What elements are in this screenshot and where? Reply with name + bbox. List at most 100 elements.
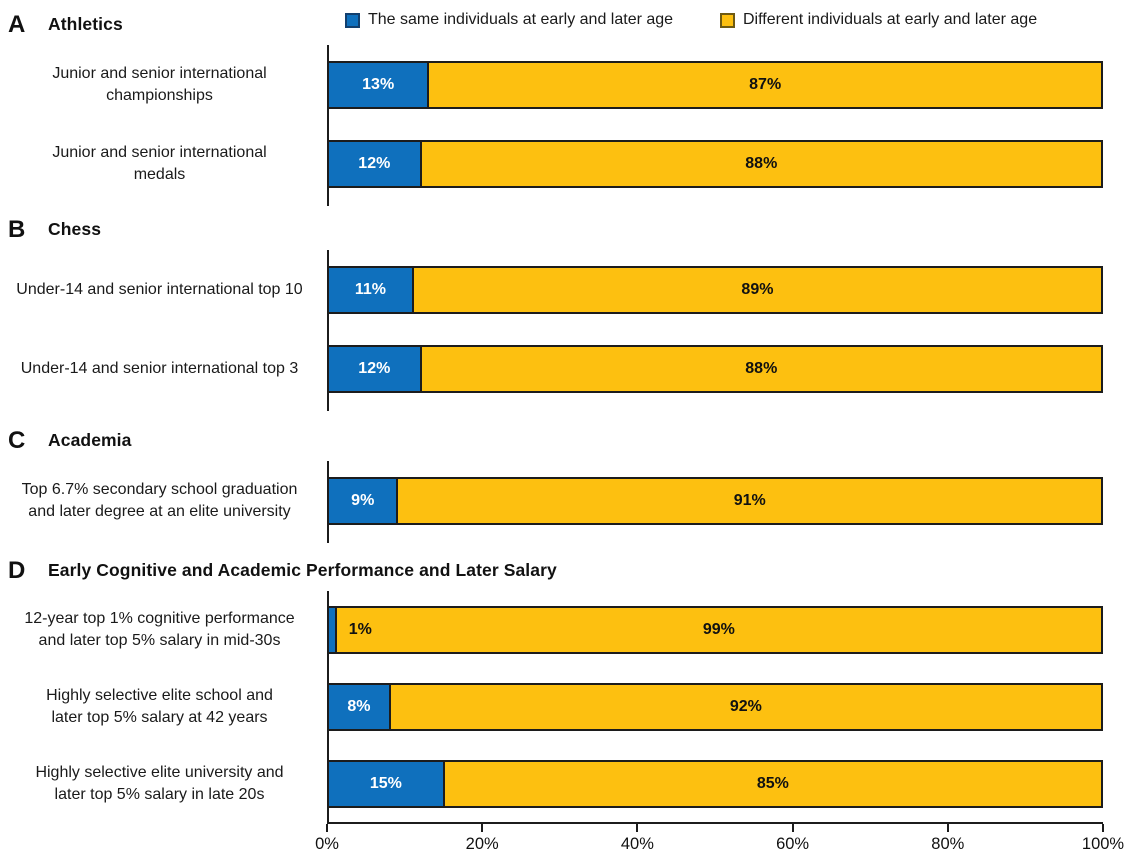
segment-same-individuals[interactable]: 9% [329, 478, 399, 523]
bar-row: Under-14 and senior international top 10… [0, 250, 1125, 329]
segment-different-individuals[interactable]: 88% [421, 346, 1101, 391]
bar-row: Under-14 and senior international top 3 1… [0, 329, 1125, 408]
different-pct-label: 99% [702, 620, 735, 638]
legend-swatch-same-icon [345, 12, 360, 28]
panel-rows: Under-14 and senior international top 10… [0, 250, 1125, 411]
panel-header: C Academia [0, 420, 1125, 461]
same-pct-label: 8% [347, 697, 371, 715]
x-axis: 0% 20% 40% 60% 80% 100% [315, 822, 1124, 856]
segment-same-individuals[interactable]: 12% [329, 141, 422, 186]
different-pct-label: 88% [745, 154, 778, 172]
different-pct-label: 85% [756, 774, 789, 792]
panel-a: A Athletics Junior and senior internationa… [0, 4, 1125, 206]
different-pct-label: 88% [745, 359, 778, 377]
same-pct-label: 9% [351, 491, 375, 509]
row-label: Junior and senior international champion… [52, 65, 267, 104]
row-label: Under-14 and senior international top 3 [20, 359, 299, 377]
panel-rows: 12-year top 1% cognitive performance and… [0, 591, 1125, 822]
segment-different-individuals[interactable]: 89% [413, 267, 1101, 312]
row-label: Highly selective elite university and la… [35, 764, 284, 803]
segment-different-individuals[interactable]: 99% [336, 607, 1101, 652]
x-axis-tick [791, 824, 794, 832]
bar-area: 9% 91% [327, 476, 1103, 525]
bar-row: Junior and senior international medals 12… [0, 124, 1125, 203]
stacked-bar[interactable]: 13% 87% [327, 60, 1103, 109]
x-tick-label: 80% [931, 835, 965, 853]
segment-same-individuals[interactable]: 11% [329, 267, 414, 312]
same-pct-label: 11% [354, 280, 387, 298]
segment-same-individuals[interactable]: 13% [329, 62, 430, 107]
same-pct-label: 13% [362, 75, 395, 93]
bar-row: Highly selective elite school and later … [0, 668, 1125, 745]
panel-title: Athletics [48, 14, 123, 34]
x-axis-tick [946, 824, 949, 832]
panel-letter: A [8, 10, 26, 38]
panel-b: B Chess Under-14 and senior international … [0, 209, 1125, 411]
bar-area: 12% 88% [327, 139, 1103, 188]
stacked-bar[interactable]: 1% 99% [327, 605, 1103, 654]
segment-different-individuals[interactable]: 92% [390, 684, 1101, 729]
bar-area: 8% 92% [327, 682, 1103, 731]
bar-area: 1% 99% [327, 605, 1103, 654]
same-pct-label: 1% [348, 620, 372, 638]
x-tick-label: 60% [776, 835, 810, 853]
stacked-bar[interactable]: 9% 91% [327, 476, 1103, 525]
bar-row: Top 6.7% secondary school graduation and… [0, 461, 1125, 540]
bar-row: 12-year top 1% cognitive performance and… [0, 591, 1125, 668]
legend-item-same-individuals: The same individuals at early and later … [345, 11, 673, 29]
segment-different-individuals[interactable]: 91% [398, 478, 1101, 523]
panel-letter: D [8, 556, 26, 584]
same-pct-label: 15% [369, 774, 402, 792]
x-axis-tick [636, 824, 639, 832]
panel-title: Academia [48, 430, 132, 450]
row-label: 12-year top 1% cognitive performance and… [24, 610, 295, 649]
stacked-bar[interactable]: 8% 92% [327, 682, 1103, 731]
row-label: Junior and senior international medals [52, 144, 267, 183]
panel-header: D Early Cognitive and Academic Performanc… [0, 550, 1125, 591]
same-pct-label: 12% [358, 154, 391, 172]
legend-label-different: Different individuals at early and later… [743, 11, 1038, 28]
panel-rows: Top 6.7% secondary school graduation and… [0, 461, 1125, 543]
panel-d: D Early Cognitive and Academic Performanc… [0, 550, 1125, 856]
legend-label-same: The same individuals at early and later … [368, 11, 674, 28]
x-axis-tick [326, 824, 328, 832]
panel-title: Early Cognitive and Academic Performance… [48, 560, 557, 580]
panel-header: A Athletics [0, 4, 1125, 45]
stacked-bar[interactable]: 11% 89% [327, 265, 1103, 314]
stacked-bar[interactable]: 12% 88% [327, 139, 1103, 188]
bar-area: 15% 85% [327, 759, 1103, 808]
legend-item-different-individuals: Different individuals at early and later… [720, 11, 1037, 29]
segment-same-individuals[interactable]: 8% [329, 684, 391, 729]
x-axis-tick [1102, 824, 1104, 832]
panel-title: Chess [48, 219, 102, 239]
x-tick-label: 20% [465, 835, 499, 853]
stacked-bar[interactable]: 15% 85% [327, 759, 1103, 808]
different-pct-label: 92% [729, 697, 762, 715]
x-tick-label: 40% [620, 835, 654, 853]
stacked-bar[interactable]: 12% 88% [327, 344, 1103, 393]
segment-different-individuals[interactable]: 87% [429, 62, 1101, 107]
bar-area: 12% 88% [327, 344, 1103, 393]
x-tick-label: 100% [1081, 835, 1125, 853]
bar-area: 13% 87% [327, 60, 1103, 109]
bar-area: 11% 89% [327, 265, 1103, 314]
bar-row: Highly selective elite university and la… [0, 745, 1125, 822]
panels-container: A Athletics Junior and senior internationa… [0, 4, 1125, 856]
segment-same-individuals[interactable]: 15% [329, 761, 445, 806]
row-label: Highly selective elite school and later … [46, 687, 273, 726]
legend-swatch-different-icon [720, 12, 735, 28]
x-tick-label: 0% [315, 835, 339, 853]
panel-letter: C [8, 426, 26, 454]
same-pct-label: 12% [358, 359, 391, 377]
segment-different-individuals[interactable]: 88% [421, 141, 1101, 186]
panel-c: C Academia Top 6.7% secondary school gradu… [0, 420, 1125, 543]
row-label: Under-14 and senior international top 10 [16, 280, 303, 298]
panel-letter: B [8, 215, 26, 243]
different-pct-label: 89% [741, 280, 774, 298]
bar-row: Junior and senior international champion… [0, 45, 1125, 124]
segment-same-individuals[interactable] [329, 607, 337, 652]
segment-different-individuals[interactable]: 85% [444, 761, 1101, 806]
segment-same-individuals[interactable]: 12% [329, 346, 422, 391]
x-axis-tick [481, 824, 484, 832]
